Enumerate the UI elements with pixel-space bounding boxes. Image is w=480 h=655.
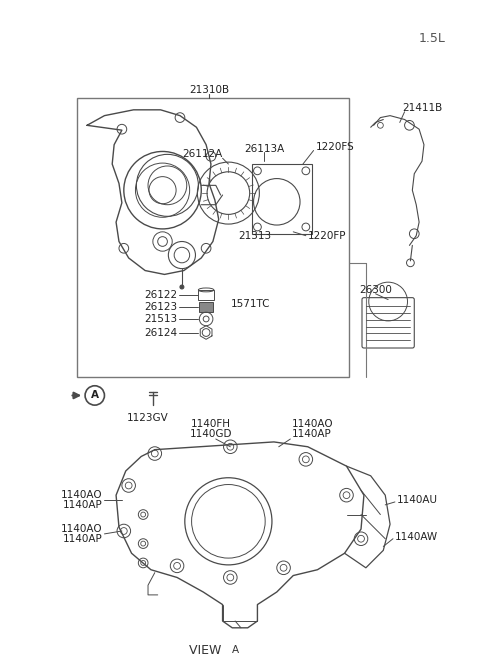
Text: 1140FH: 1140FH [191,419,231,430]
Bar [252,164,312,234]
Text: 1140AO: 1140AO [61,490,103,500]
Text: 1140AP: 1140AP [291,429,331,439]
Text: 1140AP: 1140AP [63,500,103,510]
Text: 26124: 26124 [144,328,177,337]
Bar [198,290,214,299]
Bar [77,98,349,377]
Text: 26122: 26122 [144,290,177,300]
Text: 1140AW: 1140AW [395,532,438,542]
Text: VIEW: VIEW [189,644,226,655]
Text: 1123GV: 1123GV [127,413,169,422]
Text: 1.5L: 1.5L [419,31,445,45]
Text: 1140AU: 1140AU [397,495,438,505]
Text: 26300: 26300 [359,285,392,295]
Text: A: A [91,390,99,400]
Bar [199,303,213,312]
Circle shape [180,285,184,289]
Text: 21313: 21313 [238,231,271,240]
Text: 26113A: 26113A [244,143,284,153]
Text: 21411B: 21411B [403,103,443,113]
Text: 1140AO: 1140AO [61,524,103,534]
Text: 21513: 21513 [144,314,177,324]
Text: A: A [231,645,239,655]
Text: 1220FS: 1220FS [315,141,354,151]
Text: 1140AP: 1140AP [63,534,103,544]
Text: 26112A: 26112A [182,149,223,159]
Text: 1140GD: 1140GD [190,429,232,439]
Text: 1571TC: 1571TC [230,299,270,309]
Text: 1140AO: 1140AO [291,419,333,430]
Text: 21310B: 21310B [189,85,229,96]
Text: 1220FP: 1220FP [308,231,346,240]
Text: 26123: 26123 [144,303,177,312]
